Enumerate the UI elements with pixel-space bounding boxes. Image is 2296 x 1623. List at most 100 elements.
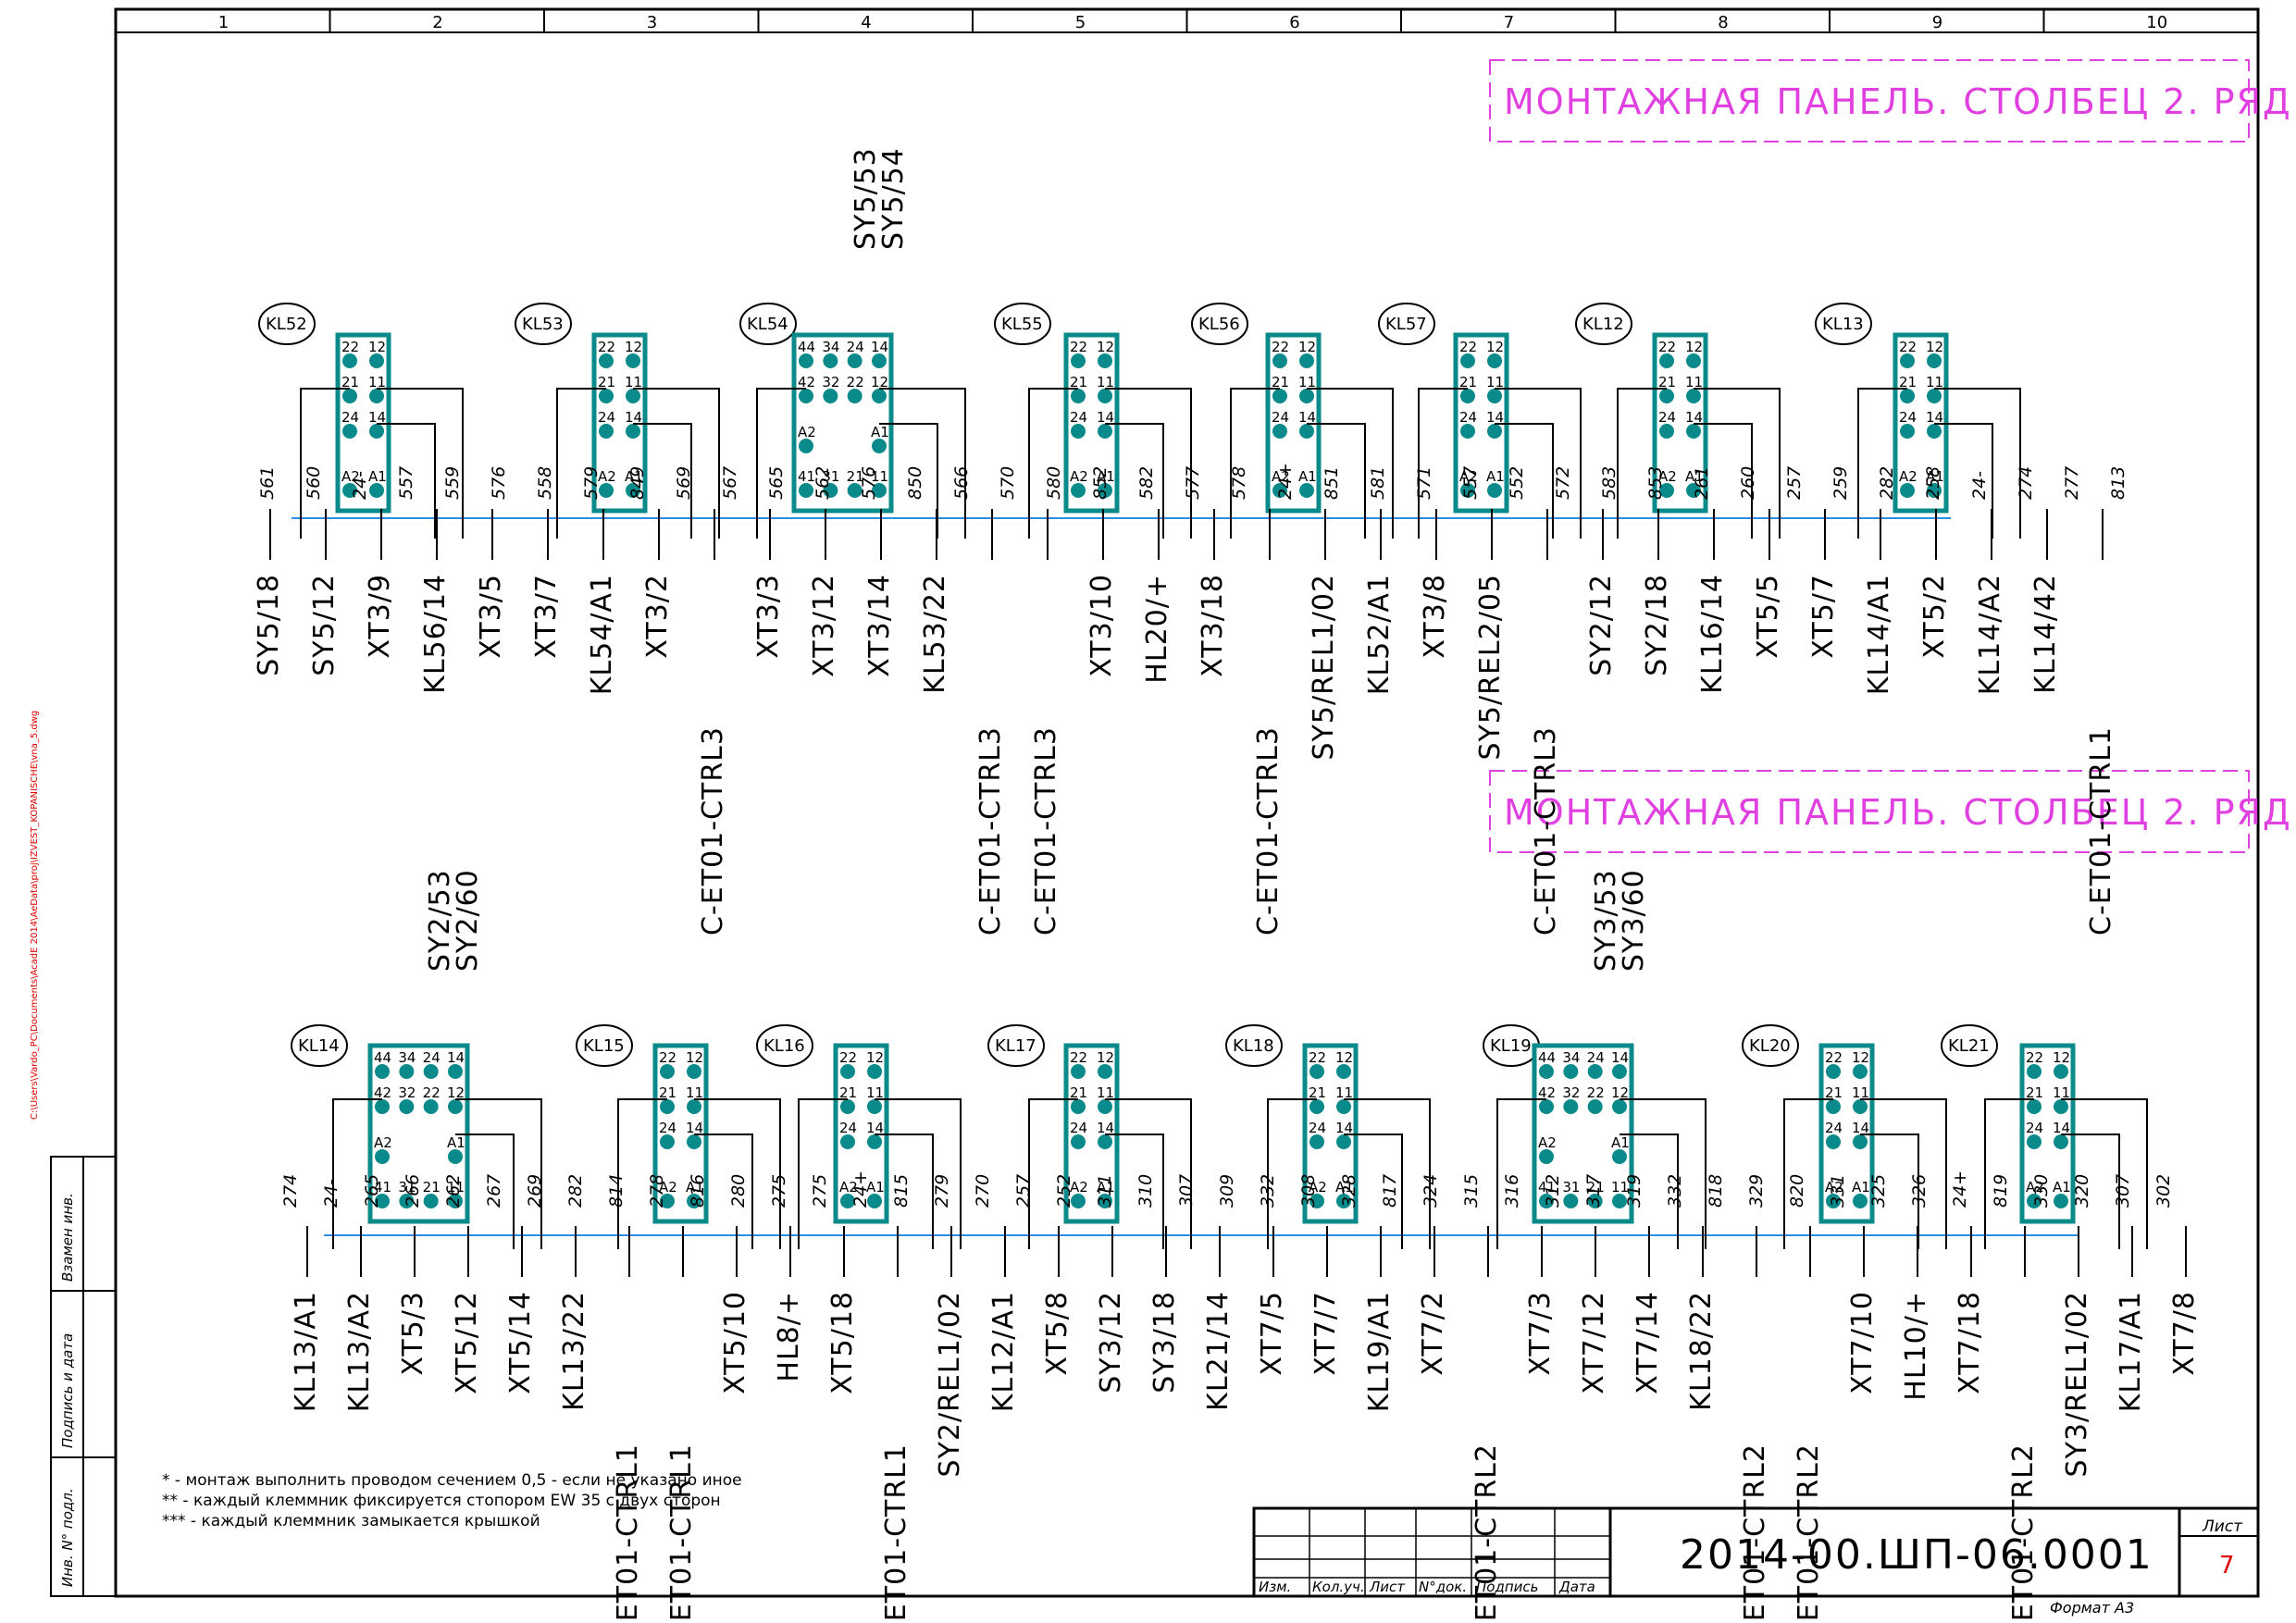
wire-number: 265 [362, 1174, 382, 1208]
pin-label: 34 [1562, 1049, 1580, 1066]
contact-wire [1620, 1098, 1706, 1249]
pin-label: A2 [1459, 468, 1478, 485]
contact-pin [448, 1099, 463, 1114]
contact-pin [1309, 1064, 1324, 1079]
terminal-label: XT7/18 [1954, 1291, 1986, 1394]
pin-label: 14 [447, 1049, 465, 1066]
pin-label: A2 [1899, 468, 1917, 485]
pin-label: 14 [1611, 1049, 1629, 1066]
contact-wire [1230, 388, 1280, 539]
contact-wire [300, 388, 350, 539]
contact-pin [375, 1099, 390, 1114]
contact-pin [375, 1064, 390, 1079]
coil-pin [840, 1194, 855, 1208]
contact-wire [455, 1098, 542, 1249]
pin-label: A1 [1335, 1179, 1354, 1196]
pin-label: 24 [1272, 409, 1289, 426]
relay-kl52: KL52 22 12 21 11 24 14 A2 A1 [258, 303, 464, 539]
pin-label: 22 [1070, 339, 1087, 355]
coil-pin [1612, 1149, 1627, 1164]
pin-label: 22 [1459, 339, 1477, 355]
pin-label: 12 [1486, 339, 1504, 355]
contact-pin [1098, 424, 1112, 439]
pin-label: 24 [847, 339, 864, 355]
pin-label: 14 [1097, 409, 1114, 426]
note-1: * - монтаж выполнить проводом сечением 0… [162, 1471, 742, 1490]
relay-tag-label: KL16 [763, 1036, 805, 1056]
wire-number: 258 [1923, 466, 1943, 500]
pin-label: A2 [798, 424, 816, 440]
terminal-label: C-ET01-CTRL3 [1030, 726, 1062, 935]
terminal-label: SY2/REL1/02 [934, 1291, 966, 1477]
pin-label: 34 [398, 1049, 416, 1066]
wire-number: 820 [1787, 1174, 1807, 1208]
relay-tag-circle [1378, 303, 1435, 345]
wire-number: 817 [1380, 1174, 1400, 1208]
contact-wire [556, 388, 606, 539]
terminal-label: XT7/7 [1309, 1291, 1342, 1376]
pin-label: 21 [1459, 374, 1477, 390]
tb-header-kol: Кол.уч. [1312, 1579, 1365, 1595]
pin-label: 41 [798, 468, 815, 485]
pin-label: 12 [1926, 339, 1943, 355]
pin-label: 24 [1825, 1120, 1843, 1136]
pin-label: 11 [2053, 1084, 2070, 1101]
terminal-label: XT3/7 [530, 574, 563, 659]
contact-pin [369, 424, 384, 439]
contact-pin [687, 1134, 701, 1149]
wire-number: 583 [1599, 466, 1620, 500]
column-number: 7 [1504, 13, 1514, 32]
terminal-label: SY5/12 [308, 574, 341, 676]
contact-pin [872, 353, 887, 368]
pin-label: 12 [1298, 339, 1316, 355]
pin-label: A1 [1097, 1179, 1115, 1196]
pin-label: 21 [423, 1179, 441, 1196]
wire-number: 320 [2072, 1174, 2092, 1208]
pin-label: A2 [659, 1179, 677, 1196]
wire-number: 559 [442, 466, 463, 500]
terminal-label: C-ET01-CTRL3 [974, 726, 1007, 935]
contact-wire [1105, 423, 1164, 539]
contact-pin [2027, 1064, 2042, 1079]
contact-wire [1495, 388, 1582, 539]
contact-pin [1587, 1064, 1603, 1079]
top-terminal-sy3-53: SY3/53 [1590, 869, 1622, 972]
relay-kl16: KL16 22 12 21 11 24 14 A2 A1 [756, 1024, 962, 1249]
pin-label: 21 [341, 374, 359, 390]
wire-number: 851 [1322, 466, 1342, 500]
relay-tag-label: KL15 [583, 1036, 625, 1056]
wire-number: 282 [1877, 466, 1897, 500]
pin-label: 11 [686, 1084, 703, 1101]
wire-number: 552 [1507, 466, 1527, 500]
pin-label: 24 [1309, 1120, 1326, 1136]
contact-pin [599, 424, 614, 439]
contact-pin [399, 1064, 415, 1079]
terminal-label: KL14/A2 [1974, 574, 2006, 695]
tb-header-izm: Изм. [1259, 1579, 1291, 1595]
terminal-label: C-ET01-CTRL1 [880, 1443, 912, 1623]
coil-pin [2027, 1194, 2042, 1208]
contact-wire [1783, 1098, 1833, 1249]
column-number: 5 [1075, 13, 1086, 32]
wire-number: 309 [1217, 1174, 1237, 1208]
relay-tag-circle [994, 303, 1051, 345]
pin-label: 22 [1272, 339, 1289, 355]
pin-label: 32 [398, 1084, 416, 1101]
pin-label: A2 [598, 468, 616, 485]
pin-label: 24 [1658, 409, 1676, 426]
contact-wire [332, 1098, 382, 1249]
terminal-label: C-ET01-CTRL3 [697, 726, 729, 935]
pin-label: 11 [1097, 1084, 1114, 1101]
pin-label: 14 [2053, 1120, 2070, 1136]
pin-label: 14 [871, 339, 888, 355]
pin-label: 24 [659, 1120, 676, 1136]
contact-pin [1900, 424, 1915, 439]
pin-label: 12 [2053, 1049, 2070, 1066]
terminal-label: C-ET01-CTRL1 [2085, 726, 2117, 935]
wire-number: 566 [951, 466, 972, 500]
contact-pin [448, 1064, 463, 1079]
terminal-label: XT7/3 [1524, 1291, 1557, 1376]
pin-label: 12 [866, 1049, 884, 1066]
coil-pin [369, 483, 384, 498]
note-3: *** - каждый клеммник замыкается крышкой [162, 1512, 540, 1530]
